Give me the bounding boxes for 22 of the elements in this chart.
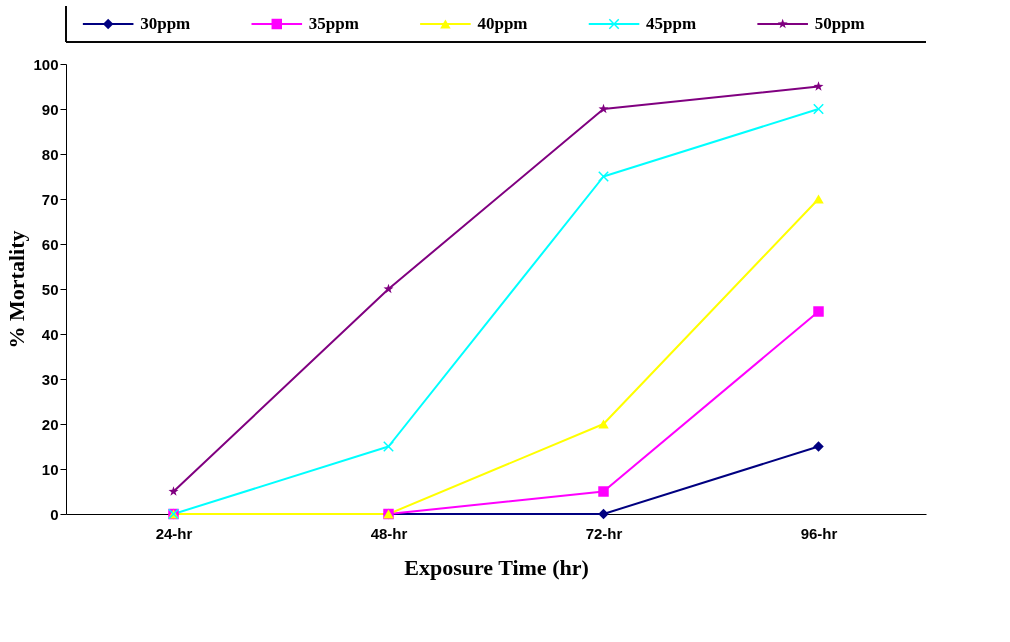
y-tick-label: 40 — [41, 325, 59, 343]
x-tick-label: 96-hr — [800, 524, 838, 542]
legend-label: 35ppm — [308, 14, 359, 33]
y-tick-label: 10 — [41, 460, 59, 478]
y-tick-label: 0 — [50, 505, 59, 523]
legend-label: 50ppm — [814, 14, 865, 33]
x-tick-label: 72-hr — [585, 524, 623, 542]
y-tick-label: 100 — [33, 55, 59, 73]
y-tick-label: 70 — [41, 190, 59, 208]
x-tick-label: 48-hr — [370, 524, 408, 542]
x-tick-label: 24-hr — [155, 524, 193, 542]
y-tick-label: 30 — [41, 370, 59, 388]
y-tick-label: 60 — [41, 235, 59, 253]
y-axis-title: % Mortality — [4, 230, 30, 349]
y-tick-label: 50 — [41, 280, 59, 298]
legend-label: 45ppm — [646, 14, 697, 33]
y-tick-label: 80 — [41, 145, 59, 163]
y-tick-label: 90 — [41, 100, 59, 118]
legend-label: 40ppm — [477, 14, 528, 33]
legend-label: 30ppm — [140, 14, 191, 33]
y-tick-label: 20 — [41, 415, 59, 433]
x-axis-title: Exposure Time (hr) — [404, 554, 589, 580]
